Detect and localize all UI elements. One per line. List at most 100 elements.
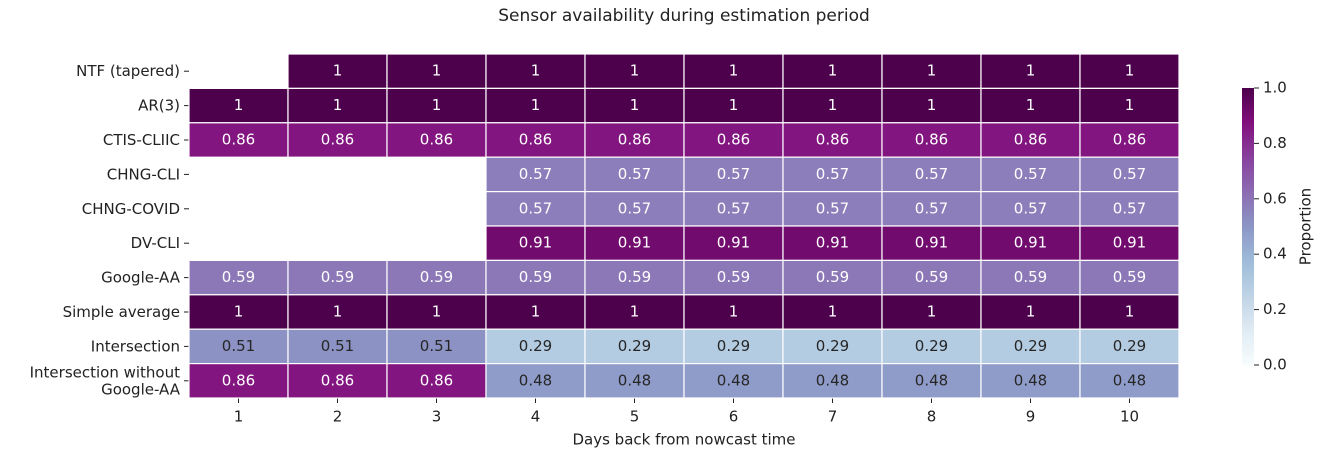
- cell-label: 0.29: [519, 337, 552, 355]
- cell: [782, 53, 883, 90]
- cell-label: 0.91: [915, 234, 948, 252]
- colorbar-tick-label: 0.6: [1263, 189, 1287, 207]
- chart-title: Sensor availability during estimation pe…: [498, 6, 870, 26]
- cell: [683, 191, 784, 227]
- x-tick-label: 5: [630, 408, 640, 426]
- x-tick-label: 6: [729, 408, 739, 426]
- cell: [188, 363, 289, 399]
- cell-label: 0.86: [321, 371, 354, 389]
- cell-label: 0.91: [816, 234, 849, 252]
- cell-label: 0.57: [816, 165, 849, 183]
- cell-label: 1: [432, 62, 442, 80]
- cell: [881, 294, 982, 330]
- cell-label: 1: [1026, 303, 1036, 321]
- cell-label: 0.91: [717, 234, 750, 252]
- cell-label: 0.48: [1014, 371, 1047, 389]
- y-tick-label: Google-AA: [101, 268, 181, 286]
- cell-label: 1: [828, 96, 838, 114]
- cell: [584, 122, 685, 158]
- cell-label: 1: [531, 96, 541, 114]
- cell-label: 1: [234, 303, 244, 321]
- cell-label: 0.57: [1014, 165, 1047, 183]
- cell: [485, 225, 586, 262]
- cell-label: 0.86: [618, 131, 651, 149]
- cell-label: 0.86: [222, 131, 255, 149]
- x-tick-label: 9: [1026, 408, 1036, 426]
- colorbar-tick-label: 0.8: [1263, 134, 1287, 152]
- cell: [485, 363, 586, 399]
- cell: [188, 328, 289, 365]
- cell: [980, 156, 1081, 193]
- y-tick-label: Simple average: [63, 303, 180, 321]
- cell-label: 0.48: [1113, 371, 1146, 389]
- cell: [188, 87, 289, 124]
- cell: [584, 156, 685, 193]
- cell: [584, 225, 685, 262]
- cell-label: 1: [1125, 303, 1135, 321]
- cell-label: 0.86: [1113, 131, 1146, 149]
- cell-label: 0.59: [321, 268, 354, 286]
- cell: [881, 259, 982, 296]
- cell-label: 0.29: [717, 337, 750, 355]
- y-tick-label: Intersection: [91, 337, 180, 355]
- cell-label: 0.48: [717, 371, 750, 389]
- cell-label: 0.59: [420, 268, 453, 286]
- cell: [683, 53, 784, 90]
- cell-label: 1: [828, 62, 838, 80]
- cell: [683, 225, 784, 262]
- cell-label: 0.57: [816, 199, 849, 217]
- cell: [287, 328, 388, 365]
- cell: [683, 259, 784, 296]
- cell-label: 1: [333, 96, 343, 114]
- cell-label: 1: [927, 96, 937, 114]
- cell-label: 1: [729, 62, 739, 80]
- cell: [287, 87, 388, 124]
- cell: [188, 259, 289, 296]
- cell: [980, 225, 1081, 262]
- cell: [1079, 156, 1180, 193]
- cell-label: 0.59: [618, 268, 651, 286]
- cell-label: 0.59: [1113, 268, 1146, 286]
- colorbar-tick-label: 0.2: [1263, 300, 1287, 318]
- cell: [980, 122, 1081, 158]
- y-tick-label: DV-CLI: [131, 234, 180, 252]
- cell-label: 0.57: [519, 199, 552, 217]
- cell-label: 1: [630, 62, 640, 80]
- cell: [782, 363, 883, 399]
- cell-label: 0.59: [816, 268, 849, 286]
- cell-label: 0.51: [222, 337, 255, 355]
- cell: [980, 294, 1081, 330]
- cell: [881, 156, 982, 193]
- cell-label: 0.29: [618, 337, 651, 355]
- cell-label: 0.86: [420, 131, 453, 149]
- cell-label: 0.29: [1113, 337, 1146, 355]
- cell: [386, 363, 487, 399]
- cell: [386, 328, 487, 365]
- cell-label: 0.57: [1113, 165, 1146, 183]
- cell-label: 0.29: [816, 337, 849, 355]
- cell: [1079, 363, 1180, 399]
- x-tick-label: 3: [432, 408, 442, 426]
- cell-label: 1: [531, 303, 541, 321]
- x-tick-label: 2: [333, 408, 343, 426]
- cell-label: 0.86: [717, 131, 750, 149]
- y-tick-label: CTIS-CLIIC: [103, 131, 180, 149]
- cell-label: 0.59: [915, 268, 948, 286]
- cell-label: 1: [1026, 62, 1036, 80]
- cell-label: 1: [234, 96, 244, 114]
- cell-label: 1: [630, 96, 640, 114]
- cell-label: 1: [531, 62, 541, 80]
- y-tick-label: AR(3): [138, 96, 180, 114]
- cell-label: 0.48: [816, 371, 849, 389]
- cell: [485, 259, 586, 296]
- y-tick-label: CHNG-CLI: [107, 165, 180, 183]
- colorbar-tick-label: 1.0: [1263, 79, 1287, 97]
- colorbar-tick-label: 0.0: [1263, 356, 1287, 374]
- cell-label: 0.57: [1113, 199, 1146, 217]
- cell-label: 0.57: [915, 165, 948, 183]
- cell-label: 1: [729, 303, 739, 321]
- cell: [584, 363, 685, 399]
- cell-label: 1: [333, 303, 343, 321]
- cell: [881, 53, 982, 90]
- x-tick-label: 10: [1120, 408, 1139, 426]
